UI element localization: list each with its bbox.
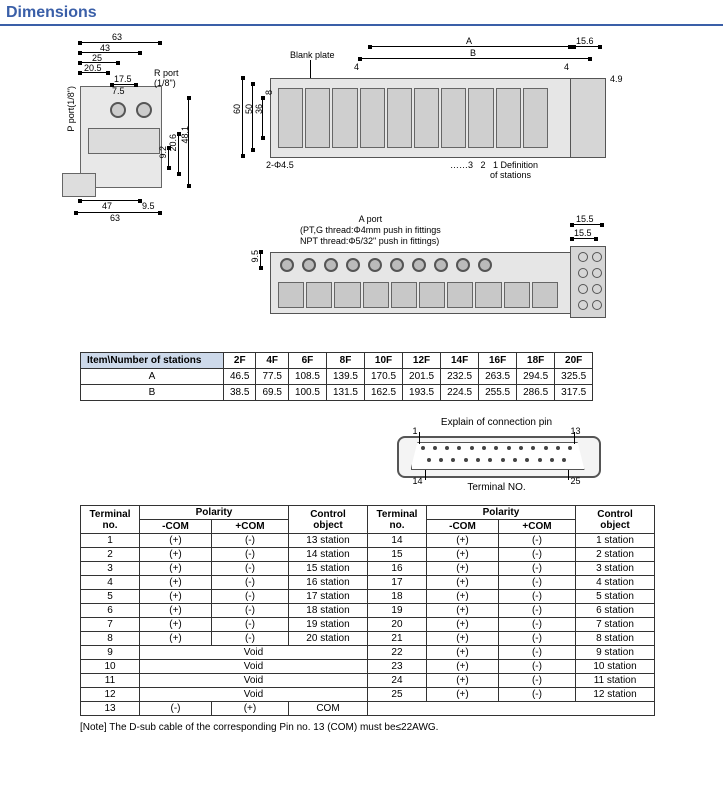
pin-25: 25 [570, 476, 580, 486]
dim-7-5: 7.5 [112, 86, 125, 96]
dim-63a: 63 [112, 32, 122, 42]
dim-20-5: 20.5 [84, 63, 102, 73]
dim-4-9: 4.9 [610, 74, 623, 84]
dim-8: 8 [264, 90, 274, 95]
terminal-table: Terminal no.PolarityControl objectTermin… [80, 505, 655, 716]
connector-wrap: Explain of connection pin 1 13 14 25 Ter… [0, 407, 723, 499]
blank-plate-label: Blank plate [290, 50, 335, 60]
dim-20-6: 20.6 [168, 134, 178, 152]
dim-15-5b: 15.5 [574, 228, 592, 238]
dim-47: 47 [102, 201, 112, 211]
right-top-drawing: Blank plate A B 4 4 15.6 4.9 60 [230, 38, 650, 198]
dim-17-5: 17.5 [114, 74, 132, 84]
holes-label: 2-Φ4.5 [266, 160, 294, 170]
footnote: [Note] The D-sub cable of the correspond… [0, 720, 723, 743]
dim-15-5a: 15.5 [576, 214, 594, 224]
dim-9-5b: 9.5 [250, 250, 260, 263]
dim-9-2: 9.2 [158, 146, 168, 159]
dim-15-6: 15.6 [576, 36, 594, 46]
dim-36: 36 [254, 104, 264, 114]
connector-title: Explain of connection pin [300, 417, 693, 428]
p-port-label: P port(1/8") [66, 86, 76, 132]
station-def: ……3 2 1 Definition of stations [450, 160, 538, 180]
pin-13: 13 [570, 426, 580, 436]
left-drawing: 63 43 25 20.5 P port(1/8") R port (1/8")… [40, 38, 200, 218]
npt-thread: NPT thread:Φ5/32" push in fittings) [300, 236, 441, 247]
dim-48-1: 48.1 [180, 126, 190, 144]
section-header: Dimensions [0, 0, 723, 26]
pt-thread: (PT,G thread:Φ4mm push in fittings [300, 225, 441, 236]
dimension-table-wrap: Item\Number of stations2F4F6F8F10F12F14F… [0, 344, 723, 407]
terminal-table-wrap: Terminal no.PolarityControl objectTermin… [0, 499, 723, 720]
drawings-row: 63 43 25 20.5 P port(1/8") R port (1/8")… [0, 32, 723, 344]
dim-B: B [470, 48, 476, 58]
dim-4l: 4 [354, 62, 359, 72]
dim-63b: 63 [110, 213, 120, 223]
dim-43: 43 [100, 43, 110, 53]
terminal-no-label: Terminal NO. [300, 482, 693, 493]
dsub-connector: 1 13 14 25 [397, 430, 597, 480]
right-bottom-drawing: A port (PT,G thread:Φ4mm push in fitting… [230, 214, 650, 334]
pin-14: 14 [413, 476, 423, 486]
section-title: Dimensions [6, 4, 97, 21]
dim-25: 25 [92, 53, 102, 63]
a-port-label: A port [300, 214, 441, 225]
dim-9-5: 9.5 [142, 201, 155, 211]
dimension-table: Item\Number of stations2F4F6F8F10F12F14F… [80, 352, 593, 401]
dim-4r: 4 [564, 62, 569, 72]
dim-A: A [466, 36, 472, 46]
pin-1: 1 [413, 426, 418, 436]
dim-50: 50 [244, 104, 254, 114]
r-port-label: R port (1/8") [154, 68, 179, 88]
dim-60: 60 [232, 104, 242, 114]
